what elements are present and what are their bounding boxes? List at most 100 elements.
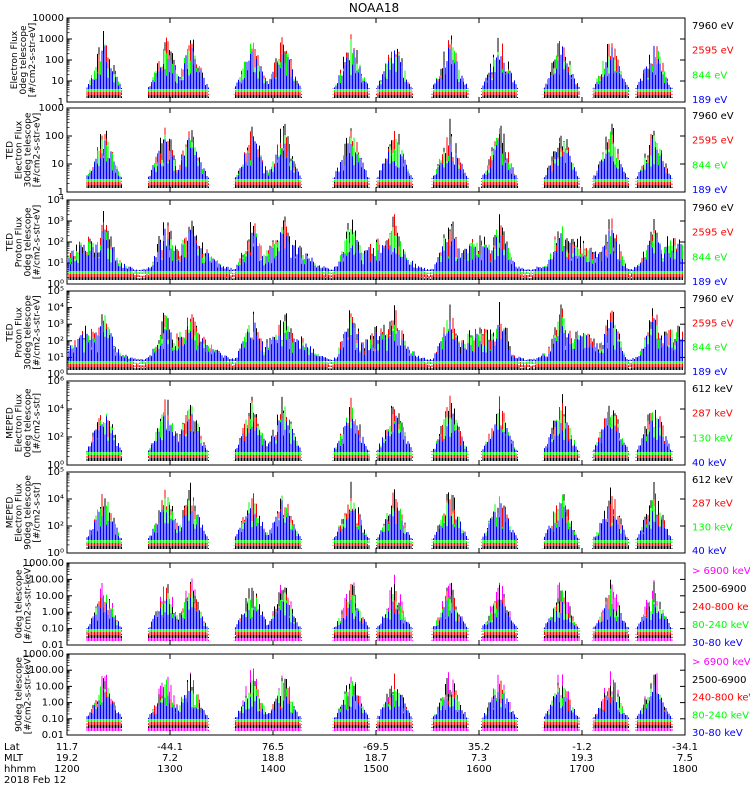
y-axis-label: Proton Flux	[15, 216, 25, 267]
series-traces	[86, 668, 673, 731]
legend-entry: 7960 eV	[692, 203, 734, 214]
legend-entry: 7960 eV	[692, 111, 734, 122]
x-tick-label-mlt: 7.2	[162, 753, 178, 764]
y-axis-label: [#/cm2-s-str-eV]	[28, 23, 38, 98]
y-tick-label: 10	[51, 76, 64, 87]
y-axis-label: 0deg telescope	[19, 25, 29, 95]
legend-entry: 612 keV	[692, 384, 733, 395]
panel-frame	[66, 562, 686, 646]
y-tick-label: 10³	[47, 216, 64, 227]
series-trace	[86, 128, 673, 182]
series-traces	[86, 394, 673, 461]
legend-entry: 844 eV	[692, 343, 727, 354]
series-trace	[68, 228, 683, 271]
y-tick-label: 1.00	[42, 607, 64, 618]
series-traces	[68, 302, 683, 370]
x-row-label: MLT	[4, 753, 24, 764]
y-tick-label: 1	[58, 97, 64, 108]
x-tick-label-hhmm: 1500	[363, 764, 388, 775]
y-axis-label: [#/cm2-s-str-keV]	[24, 564, 34, 643]
legend-entry: 80-240 keV	[692, 620, 749, 631]
y-axis-label: [#/cm2-s-str-eV]	[33, 113, 43, 188]
series-trace	[86, 500, 673, 540]
y-tick-label: 10²	[47, 237, 64, 248]
y-tick-label: 100.00	[29, 574, 64, 585]
legend-entry: 189 eV	[692, 185, 727, 196]
y-tick-label: 10⁴	[47, 195, 64, 206]
x-tick-label-lat: -69.5	[363, 742, 389, 753]
series-trace	[68, 302, 683, 370]
legend-entry: 40 keV	[692, 546, 726, 557]
x-tick-label-mlt: 18.7	[365, 753, 387, 764]
y-axis-label: MEPED	[6, 497, 16, 529]
legend-entry: 2595 eV	[692, 46, 734, 57]
y-tick-label: 10³	[47, 319, 64, 330]
series-trace	[86, 134, 673, 179]
legend-entry: > 6900 keV	[692, 566, 750, 577]
panel-frame	[66, 17, 686, 103]
y-axis-label: TED	[6, 141, 16, 160]
legend-entry: 189 eV	[692, 95, 727, 106]
x-tick-label-mlt: 7.5	[677, 753, 693, 764]
x-tick-label-hhmm: 1700	[569, 764, 594, 775]
legend-entry: > 6900 keV	[692, 657, 750, 668]
y-axis-label: TED	[6, 233, 16, 252]
series-trace	[68, 214, 683, 277]
legend-entry: 2500-6900	[692, 584, 747, 595]
y-tick-label: 100	[45, 131, 64, 142]
panel-frame	[66, 380, 686, 466]
legend-entry: 844 eV	[692, 160, 727, 171]
x-tick-label-hhmm: 1600	[466, 764, 491, 775]
legend-entry: 287 keV	[692, 409, 733, 420]
series-trace	[68, 211, 683, 280]
y-tick-label: 1000	[39, 103, 64, 114]
series-traces	[68, 211, 683, 280]
y-tick-label: 10.00	[35, 681, 64, 692]
y-axis-label: 30deg telescope	[24, 295, 34, 370]
x-tick-label-mlt: 19.3	[571, 753, 593, 764]
x-row-label: hhmm	[4, 764, 36, 775]
y-axis-label: Electron Flux	[15, 393, 25, 452]
y-axis-label: 90deg telescope	[24, 475, 34, 550]
legend-entry: 844 eV	[692, 252, 727, 263]
x-row-label: Lat	[4, 742, 20, 753]
legend-entry: 2595 eV	[692, 318, 734, 329]
y-tick-label: 0.10	[42, 624, 64, 635]
y-tick-label: 1000.00	[23, 649, 64, 660]
y-axis-label: Electron Flux	[15, 120, 25, 179]
y-tick-label: 10¹	[47, 352, 64, 363]
y-tick-label: 1000.00	[23, 558, 64, 569]
y-tick-label: 10⁵	[47, 467, 64, 478]
x-tick-label-hhmm: 1300	[157, 764, 182, 775]
y-tick-label: 0.10	[42, 714, 64, 725]
panel-3: 10⁰ 10¹ 10² 10³ 10⁴ TED Proton Flux 0deg telesc…	[6, 195, 734, 290]
y-axis-label: 30deg telescope	[24, 112, 34, 187]
y-tick-label: 10⁴	[47, 303, 64, 314]
panel-frame	[66, 107, 686, 193]
x-tick-label-lat: 11.7	[56, 742, 78, 753]
legend-entry: 80-240 keV	[692, 710, 749, 721]
legend-entry: 287 keV	[692, 499, 733, 510]
y-axis-label: TED	[6, 323, 16, 342]
legend-entry: 612 keV	[692, 475, 733, 486]
legend-entry: 2595 eV	[692, 136, 734, 147]
y-axis-label: Proton Flux	[15, 307, 25, 358]
series-traces	[86, 31, 673, 98]
legend-entry: 2500-6900	[692, 675, 747, 686]
x-tick-label-mlt: 7.3	[471, 753, 487, 764]
legend-entry: 130 keV	[692, 433, 733, 444]
y-tick-label: 10.00	[35, 591, 64, 602]
y-axis-label: 90deg telescope	[15, 657, 25, 732]
series-trace	[68, 318, 683, 361]
y-tick-label: 10⁶	[47, 376, 64, 387]
x-row-label: 2018 Feb 12	[4, 775, 66, 786]
y-axis-label: [#/cm2-s-str-keV]	[24, 655, 34, 734]
legend-entry: 30-80 keV	[692, 638, 743, 649]
series-trace	[86, 409, 673, 452]
y-tick-label: 10	[51, 159, 64, 170]
y-axis-label: [#/cm2-s-str]	[33, 393, 43, 453]
